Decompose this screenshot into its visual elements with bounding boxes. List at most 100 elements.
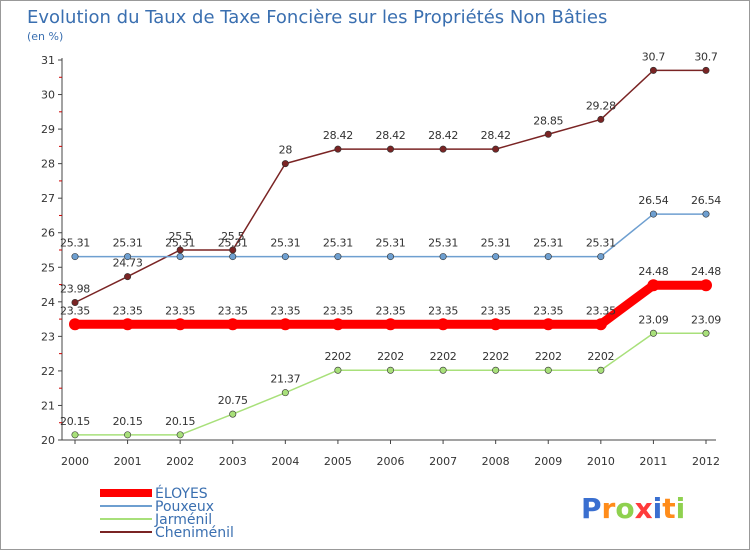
data-point [226, 318, 239, 331]
data-label: 30.7 [694, 50, 718, 63]
data-label: 25.5 [221, 230, 245, 243]
x-tick-label: 2001 [114, 455, 142, 468]
data-point [69, 318, 81, 331]
x-tick-label: 2009 [534, 455, 562, 468]
y-tick-label: 26 [41, 227, 55, 240]
data-point [700, 279, 712, 292]
data-label: 25.31 [270, 237, 300, 250]
data-label: 28 [279, 144, 293, 157]
data-label: 25.31 [60, 237, 90, 250]
data-label: 26.54 [691, 194, 721, 207]
data-label: 23.35 [481, 304, 511, 317]
data-label: 21.37 [270, 373, 300, 386]
data-label: 25.31 [481, 237, 511, 250]
data-point [437, 318, 450, 331]
series-cheniménil: 23.98 24.73 25.5 25.5 28 28.42 28.42 28.42 28.42… [60, 50, 718, 307]
data-point [386, 253, 394, 261]
data-label: 25.31 [218, 237, 248, 250]
data-point [229, 410, 237, 418]
logo-letter: x [635, 492, 653, 525]
data-point [702, 210, 710, 218]
x-tick-label: 2002 [166, 455, 194, 468]
data-label: 25.5 [169, 230, 193, 243]
logo-letter: r [602, 492, 616, 525]
legend-label: Jarménil [154, 512, 212, 528]
proxiti-logo: Proxiti [581, 492, 685, 525]
y-tick-label: 24 [41, 296, 55, 309]
data-label: 28.42 [481, 129, 511, 142]
data-label: 26.54 [638, 194, 668, 207]
data-point [71, 299, 79, 307]
y-tick-label: 25 [41, 261, 55, 274]
data-label: 24.73 [113, 257, 143, 270]
data-point [229, 253, 237, 261]
legend-label: Pouxeux [155, 499, 214, 515]
y-tick-label: 28 [41, 158, 55, 171]
data-point [597, 366, 605, 374]
chart-title: Evolution du Taux de Taxe Foncière sur l… [27, 7, 607, 28]
data-point [594, 318, 607, 331]
x-tick-label: 2003 [219, 455, 247, 468]
data-point [542, 318, 555, 331]
data-point [649, 66, 657, 74]
data-label: 2202 [587, 350, 614, 363]
data-label: 25.31 [376, 237, 406, 250]
data-point [384, 318, 397, 331]
data-label: 25.31 [165, 237, 195, 250]
data-point [121, 318, 134, 331]
x-tick-label: 2005 [324, 455, 352, 468]
data-point [492, 253, 500, 261]
data-label: 2202 [325, 350, 352, 363]
data-label: 20.15 [165, 415, 195, 428]
data-point [702, 66, 710, 74]
data-label: 25.31 [533, 237, 563, 250]
data-label: 23.35 [376, 304, 406, 317]
data-label: 2202 [482, 350, 509, 363]
data-point [124, 273, 132, 281]
data-point [71, 431, 79, 439]
data-label: 23.35 [113, 304, 143, 317]
data-point [492, 145, 500, 153]
data-point [174, 318, 187, 331]
data-label: 23.35 [218, 304, 248, 317]
logo-letter: P [581, 492, 602, 525]
data-label: 23.35 [533, 304, 563, 317]
data-label: 2202 [430, 350, 457, 363]
x-tick-label: 2004 [271, 455, 299, 468]
y-tick-label: 30 [41, 89, 55, 102]
x-tick-label: 2000 [61, 455, 89, 468]
data-label: 24.48 [691, 265, 721, 278]
logo-letter: t [662, 492, 675, 525]
data-point [176, 253, 184, 261]
data-point [386, 145, 394, 153]
data-label: 23.98 [60, 283, 90, 296]
data-label: 23.35 [428, 304, 458, 317]
axes: 20 21 22 23 24 25 26 27 28 29 30 31 2000 2001 2002 2003… [41, 54, 720, 468]
data-label: 28.42 [323, 129, 353, 142]
data-point [544, 130, 552, 138]
data-point [281, 253, 289, 261]
logo-text: Proxiti [581, 492, 685, 525]
data-label: 2202 [377, 350, 404, 363]
legend-label: ÉLOYES [155, 485, 208, 502]
logo-letter: o [615, 492, 634, 525]
data-label: 29.28 [586, 99, 616, 112]
data-label: 23.09 [638, 313, 668, 326]
data-label: 28.42 [428, 129, 458, 142]
y-tick-label: 20 [41, 434, 55, 447]
data-point [176, 431, 184, 439]
data-label: 23.35 [60, 304, 90, 317]
data-label: 23.35 [323, 304, 353, 317]
data-point [334, 145, 342, 153]
data-label: 20.15 [113, 415, 143, 428]
x-tick-label: 2007 [429, 455, 457, 468]
logo-letter: i [653, 492, 663, 525]
data-point [124, 431, 132, 439]
data-label: 28.85 [533, 114, 563, 127]
data-point [334, 253, 342, 261]
data-label: 25.31 [586, 237, 616, 250]
y-tick-label: 31 [41, 54, 55, 67]
